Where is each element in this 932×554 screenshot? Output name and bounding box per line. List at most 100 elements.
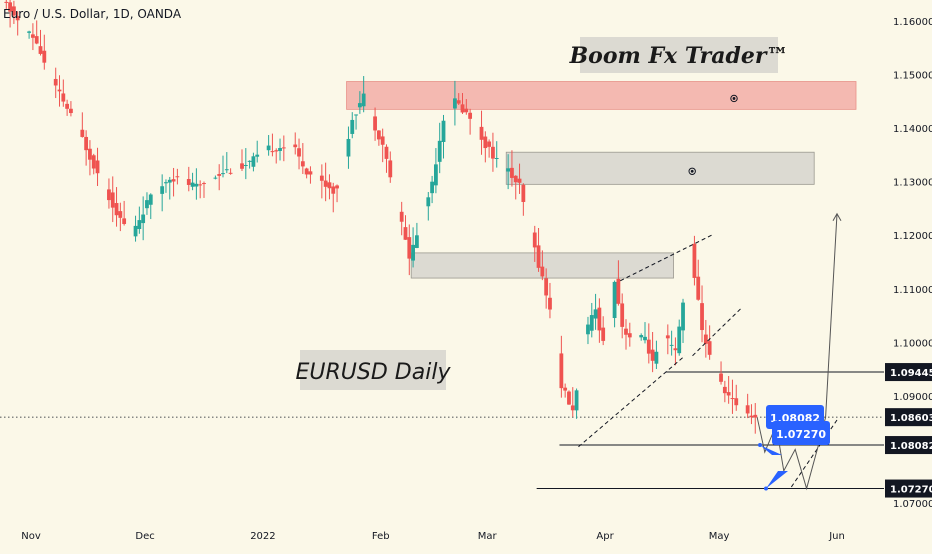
candle-body[interactable] (620, 303, 625, 327)
candle-body[interactable] (517, 178, 522, 183)
candle-body[interactable] (703, 334, 708, 344)
candle-body[interactable] (107, 189, 111, 201)
candle-body[interactable] (69, 108, 73, 114)
channel-lower-line[interactable] (578, 355, 686, 448)
candle-body[interactable] (114, 203, 119, 216)
candle-body[interactable] (224, 169, 229, 171)
candle-body[interactable] (110, 192, 115, 208)
candle-body[interactable] (319, 175, 324, 181)
candle-body[interactable] (574, 390, 579, 411)
candle-body[interactable] (323, 180, 328, 187)
candle-body[interactable] (536, 245, 541, 268)
candle-body[interactable] (373, 116, 377, 131)
candle-body[interactable] (186, 179, 191, 185)
candle-body[interactable] (11, 6, 16, 16)
candle-body[interactable] (308, 171, 313, 175)
zone-resistance[interactable] (505, 151, 815, 185)
candle-body[interactable] (624, 328, 628, 335)
candle-body[interactable] (27, 31, 31, 33)
candle-body[interactable] (403, 227, 408, 240)
candle-body[interactable] (601, 327, 606, 341)
candle-body[interactable] (38, 46, 43, 54)
candle-body[interactable] (597, 307, 602, 331)
candle-body[interactable] (510, 167, 514, 178)
candle-body[interactable] (730, 398, 735, 400)
candle-body[interactable] (251, 156, 256, 167)
candle-body[interactable] (221, 173, 225, 175)
candle-body[interactable] (430, 181, 434, 194)
candle-body[interactable] (300, 161, 305, 167)
candle-body[interactable] (34, 36, 39, 44)
candle-body[interactable] (274, 150, 279, 152)
candle-body[interactable] (171, 179, 176, 182)
candle-body[interactable] (164, 182, 168, 184)
candle-body[interactable] (491, 146, 495, 159)
candle-body[interactable] (749, 415, 754, 418)
candle-body[interactable] (586, 324, 590, 335)
candle-body[interactable] (354, 114, 358, 116)
candle-body[interactable] (479, 126, 484, 140)
candle-body[interactable] (456, 100, 461, 104)
candle-body[interactable] (331, 186, 336, 194)
candle-body[interactable] (61, 93, 66, 102)
candle-body[interactable] (700, 303, 704, 331)
channel-break-line[interactable] (692, 307, 743, 357)
candle-body[interactable] (483, 136, 488, 149)
candle-body[interactable] (506, 168, 511, 172)
candle-body[interactable] (57, 89, 62, 92)
candle-body[interactable] (266, 145, 271, 151)
candle-body[interactable] (411, 244, 415, 261)
candle-body[interactable] (722, 386, 727, 394)
candle-body[interactable] (255, 154, 260, 157)
candle-body[interactable] (84, 136, 89, 151)
candle-body[interactable] (202, 183, 206, 185)
candle-body[interactable] (669, 344, 674, 346)
candle-body[interactable] (88, 148, 92, 160)
candle-body[interactable] (293, 144, 298, 148)
candle-body[interactable] (532, 232, 537, 248)
candle-body[interactable] (681, 302, 685, 331)
candle-body[interactable] (270, 151, 275, 153)
candle-body[interactable] (194, 183, 199, 187)
candle-body[interactable] (148, 194, 153, 205)
candle-body[interactable] (753, 414, 758, 418)
candle-body[interactable] (95, 160, 100, 174)
candle-body[interactable] (548, 297, 552, 310)
candle-body[interactable] (327, 182, 332, 189)
candle-body[interactable] (589, 315, 594, 331)
candle-body[interactable] (384, 146, 389, 159)
candle-body[interactable] (646, 339, 651, 354)
candle-body[interactable] (141, 214, 146, 224)
candle-body[interactable] (707, 341, 712, 355)
candle-body[interactable] (734, 398, 739, 406)
candle-body[interactable] (468, 112, 473, 119)
candle-body[interactable] (213, 177, 218, 179)
candle-body[interactable] (643, 336, 647, 341)
candle-body[interactable] (745, 405, 750, 414)
candle-body[interactable] (122, 218, 127, 224)
candle-body[interactable] (654, 351, 659, 364)
candle-body[interactable] (53, 78, 58, 86)
candle-body[interactable] (464, 108, 469, 113)
candle-body[interactable] (616, 278, 621, 304)
candle-body[interactable] (692, 243, 697, 278)
candle-body[interactable] (65, 103, 70, 109)
candle-body[interactable] (160, 186, 165, 194)
candle-body[interactable] (361, 93, 366, 107)
candle-body[interactable] (42, 50, 47, 63)
candle-body[interactable] (281, 147, 286, 149)
price-axis[interactable]: 1.16000 1.15000 1.14000 1.13000 1.12000 1.110… (885, 17, 932, 510)
candle-body[interactable] (350, 119, 355, 134)
candle-body[interactable] (304, 168, 309, 175)
candle-body[interactable] (243, 164, 248, 166)
candle-body[interactable] (487, 141, 492, 147)
candle-body[interactable] (650, 349, 655, 361)
candle-body[interactable] (133, 225, 138, 237)
candle-body[interactable] (91, 155, 96, 169)
candle-body[interactable] (567, 391, 571, 405)
candle-body[interactable] (441, 120, 446, 143)
candle-body[interactable] (665, 335, 670, 339)
candle-body[interactable] (380, 136, 385, 145)
candle-body[interactable] (513, 175, 518, 183)
